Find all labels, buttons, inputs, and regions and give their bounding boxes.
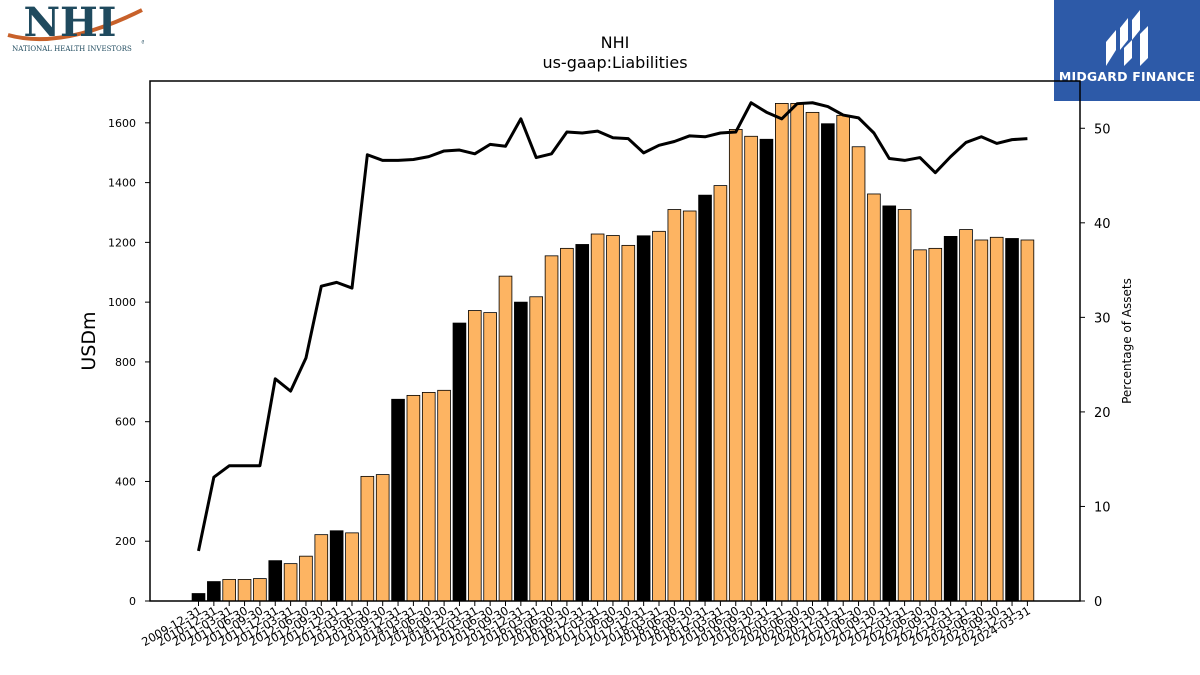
bar-2015-12-31 xyxy=(514,301,528,602)
bar-2023-03-31 xyxy=(959,229,973,602)
bar-2020-09-30 xyxy=(805,111,820,602)
bar-2018-06-30 xyxy=(667,209,682,602)
y2-tick-label: 20 xyxy=(1094,406,1111,421)
y2-tick-label: 30 xyxy=(1094,311,1111,326)
bar-2016-12-31 xyxy=(575,244,590,602)
plot-frame xyxy=(149,80,1081,602)
nhi-logo-tagline: NATIONAL HEALTH INVESTORS xyxy=(12,45,132,53)
bar-2017-09-30 xyxy=(621,244,636,602)
y2-axis-label: Percentage of Assets xyxy=(1120,278,1134,404)
y-tick-label: 200 xyxy=(115,535,136,548)
bar-2018-09-30 xyxy=(682,210,697,602)
y2-tick-label: 0 xyxy=(1094,595,1102,610)
chart-subtitle: us-gaap:Liabilities xyxy=(542,53,687,72)
y-axis-left: 0 200 400 600 800 1000 1200 1400 1600 xyxy=(108,117,150,608)
y-tick-label: 1600 xyxy=(108,117,136,130)
bar-2014-12-31 xyxy=(452,322,467,602)
bar-2020-03-31 xyxy=(775,103,789,602)
y2-tick-label: 50 xyxy=(1094,122,1111,137)
y-tick-label: 400 xyxy=(115,475,136,488)
bar-2012-06-30 xyxy=(299,555,313,602)
y2-tick-label: 10 xyxy=(1094,500,1111,515)
bar-2015-09-30 xyxy=(498,275,513,602)
bar-2014-03-31 xyxy=(406,394,421,602)
bar-2013-06-30 xyxy=(360,475,375,602)
bar-2021-12-31 xyxy=(882,205,897,602)
midgard-finance-logo: MIDGARD FINANCE xyxy=(1054,0,1200,101)
bar-2019-03-31 xyxy=(713,185,728,602)
percentage-line-layer xyxy=(197,101,1028,552)
nhi-logo-letters: NHI xyxy=(23,2,116,46)
bar-2023-12-31 xyxy=(1005,238,1019,602)
x-axis: 2009-12-312010-12-312011-03-312011-06-30… xyxy=(139,601,1033,649)
midgard-finance-name: MIDGARD FINANCE xyxy=(1058,69,1196,84)
bar-2017-03-31 xyxy=(590,233,605,602)
nhi-logo-mark: NHI ® NATIONAL HEALTH INVESTORS xyxy=(7,0,146,53)
bar-2012-09-30 xyxy=(314,534,329,602)
bar-2010-12-31 xyxy=(207,581,221,602)
bar-2013-12-31 xyxy=(391,398,405,602)
bar-2022-09-30 xyxy=(928,247,943,602)
bar-2023-06-30 xyxy=(974,239,989,602)
bar-2011-06-30 xyxy=(237,579,252,602)
bar-2020-12-31 xyxy=(821,123,835,602)
y-axis-right: 0 10 20 30 40 50 xyxy=(1080,122,1111,610)
bars xyxy=(191,103,1035,602)
nhi-logo-registered: ® xyxy=(141,39,144,46)
bar-2022-12-31 xyxy=(943,235,958,602)
bar-2023-09-30 xyxy=(989,236,1004,602)
nhi-logo: NHI ® NATIONAL HEALTH INVESTORS xyxy=(2,0,146,54)
bar-2016-03-31 xyxy=(529,296,543,602)
bar-2019-12-31 xyxy=(759,138,774,602)
bar-2021-03-31 xyxy=(836,114,850,602)
nhi-logo-swoosh xyxy=(7,8,143,42)
bar-2017-12-31 xyxy=(636,235,651,602)
bar-2016-06-30 xyxy=(544,255,559,602)
y-tick-label: 1400 xyxy=(108,177,136,190)
y-tick-label: 800 xyxy=(115,356,136,369)
bar-2009-12-31 xyxy=(191,593,206,602)
bar-2011-03-31 xyxy=(222,579,237,602)
bar-2018-12-31 xyxy=(698,194,712,602)
bar-2024-03-31 xyxy=(1020,239,1035,602)
bar-2017-06-30 xyxy=(606,235,620,602)
bar-2022-06-30 xyxy=(913,249,927,602)
bar-2014-09-30 xyxy=(437,389,451,602)
chart-title: NHI xyxy=(601,33,630,52)
bar-2015-06-30 xyxy=(483,312,497,602)
percentage-line xyxy=(197,101,1028,552)
bar-2011-12-31 xyxy=(268,560,283,602)
bar-2013-03-31 xyxy=(345,532,359,602)
y-axis-label: USDm xyxy=(78,311,100,370)
bar-2014-06-30 xyxy=(421,391,436,602)
y2-tick-label: 40 xyxy=(1094,217,1111,232)
bar-2021-06-30 xyxy=(851,146,866,602)
bar-2012-03-31 xyxy=(283,563,298,602)
bar-2021-09-30 xyxy=(867,193,881,602)
bar-2019-09-30 xyxy=(744,135,758,602)
y-tick-label: 1200 xyxy=(108,236,136,249)
bar-2011-09-30 xyxy=(253,578,267,602)
y-tick-label: 600 xyxy=(115,416,136,429)
bar-2015-03-31 xyxy=(467,310,482,602)
bar-2013-09-30 xyxy=(375,474,390,602)
y-tick-label: 1000 xyxy=(108,296,136,309)
bar-2012-12-31 xyxy=(329,530,344,602)
bar-2019-06-30 xyxy=(728,129,743,602)
bar-2018-03-31 xyxy=(652,230,666,602)
bar-2016-09-30 xyxy=(560,247,574,602)
y-tick-label: 0 xyxy=(129,595,136,608)
bar-2020-06-30 xyxy=(790,103,804,602)
bar-2022-03-31 xyxy=(897,209,912,602)
midgard-m-icon xyxy=(1106,10,1148,66)
